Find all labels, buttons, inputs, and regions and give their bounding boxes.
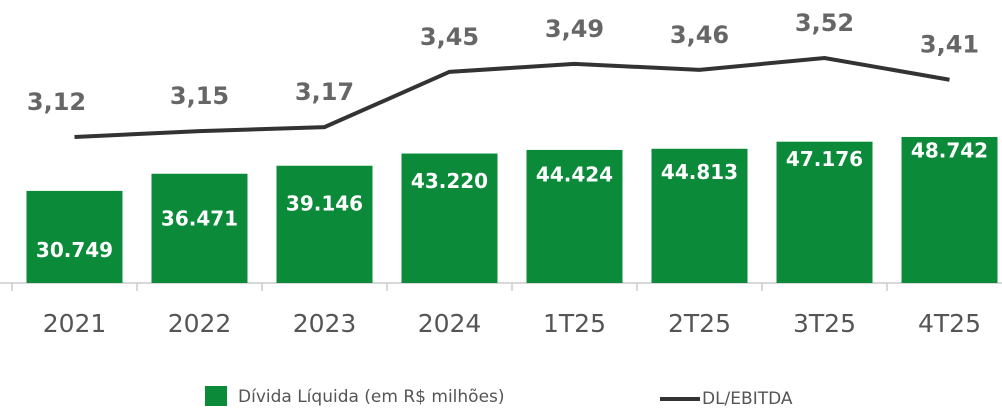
line-label: 3,49 <box>545 15 604 43</box>
bar <box>276 165 373 283</box>
x-tick-label: 4T25 <box>918 309 981 338</box>
bar <box>151 173 248 283</box>
x-tick-label: 2023 <box>293 309 357 338</box>
x-tick-label: 2021 <box>43 309 107 338</box>
line-label: 3,46 <box>670 21 729 49</box>
x-tick-label: 2024 <box>418 309 482 338</box>
bar-label: 39.146 <box>286 192 363 216</box>
bar-label: 48.742 <box>911 138 988 162</box>
legend-label: Dívida Líquida (em R$ milhões) <box>238 387 505 407</box>
bar-label: 47.176 <box>786 147 863 171</box>
bar-label: 30.749 <box>36 238 113 262</box>
bar-label: 43.220 <box>411 169 488 193</box>
line-label: 3,15 <box>170 82 229 110</box>
bar <box>526 149 623 283</box>
line-label: 3,52 <box>795 9 854 37</box>
legend-swatch <box>205 386 227 406</box>
line-label: 3,41 <box>920 31 979 59</box>
x-tick-label: 1T25 <box>543 309 606 338</box>
line <box>74 55 950 139</box>
bar <box>901 137 998 283</box>
bar-label: 44.424 <box>536 162 613 186</box>
line-label: 3,17 <box>295 78 354 106</box>
x-tick-label: 2022 <box>168 309 232 338</box>
line-label: 3,12 <box>27 88 86 116</box>
legend-label: DL/EBITDA <box>702 389 793 409</box>
bar-label: 36.471 <box>161 206 238 230</box>
bar <box>26 190 123 283</box>
line-label: 3,45 <box>420 23 479 51</box>
bar-label: 44.813 <box>661 160 738 184</box>
x-tick-label: 3T25 <box>793 309 856 338</box>
x-tick-label: 2T25 <box>668 309 731 338</box>
bar <box>776 141 873 283</box>
bar <box>401 153 498 283</box>
bar <box>651 148 748 283</box>
